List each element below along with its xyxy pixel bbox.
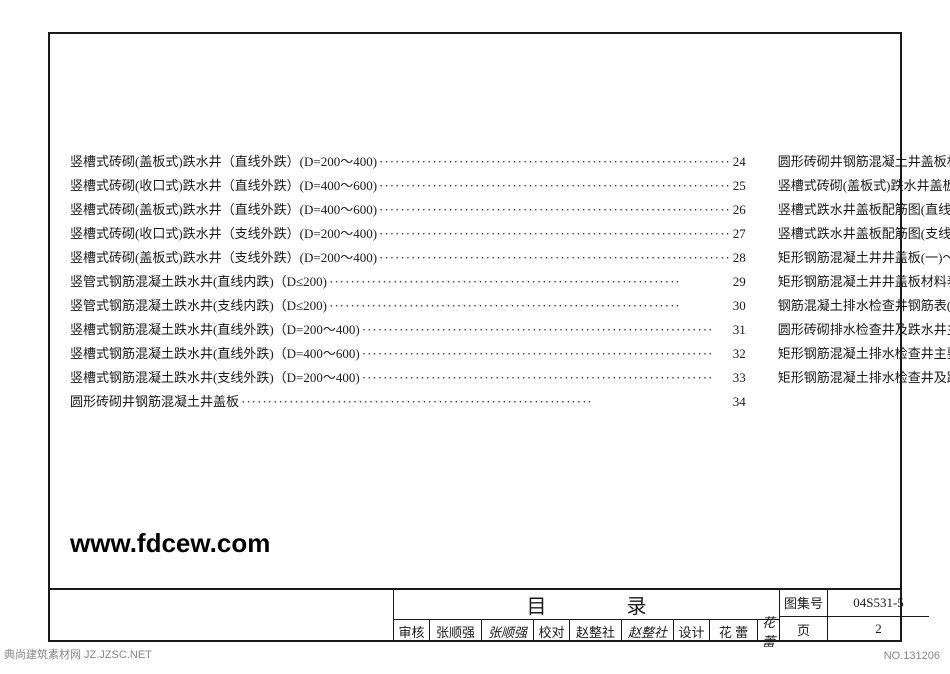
toc-label: 竖槽式钢筋混凝土跌水井(直线外跌)（D=400～600) — [70, 342, 360, 366]
toc-label: 圆形砖砌井钢筋混凝土井盖板材料表 — [778, 150, 950, 174]
toc-label: 竖槽式砖砌(盖板式)跌水井（直线外跌）(D=400～600) — [70, 198, 377, 222]
toc-page-number: 34 — [733, 390, 746, 414]
toc-label: 圆形砖砌井钢筋混凝土井盖板 — [70, 390, 239, 414]
toc-label: 矩形钢筋混凝土井井盖板(一)～(三) — [778, 246, 950, 270]
tuji-label: 图集号 — [780, 590, 828, 616]
toc-label: 钢筋混凝土排水检查井钢筋表(一)～(六) — [778, 294, 950, 318]
toc-leader-dots — [379, 150, 731, 174]
toc-row: 竖槽式砖砌(盖板式)跌水井（直线外跌）(D=400～600) 26 — [70, 198, 746, 222]
toc-row: 竖槽式砖砌(盖板式)跌水井盖板配筋图(直线外跌)(D=200～400)36 — [778, 174, 950, 198]
toc-page-number: 33 — [733, 366, 746, 390]
shenhe-signature: 张顺强 — [482, 620, 534, 642]
toc-label: 竖槽式砖砌(盖板式)跌水井（直线外跌）(D=200～400) — [70, 150, 377, 174]
toc-row: 竖槽式砖砌(收口式)跌水井（直线外跌）(D=400～600) 25 — [70, 174, 746, 198]
toc-label: 竖槽式砖砌(收口式)跌水井（支线外跌）(D=200～400) — [70, 222, 377, 246]
toc-row: 矩形钢筋混凝土井井盖板材料表(一)～(五)42～46 — [778, 270, 950, 294]
toc-leader-dots — [362, 342, 731, 366]
toc-leader-dots — [329, 294, 731, 318]
shenhe-label: 审核 — [394, 620, 430, 642]
shenhe-name: 张顺强 — [430, 620, 482, 642]
toc-row: 圆形砖砌排水检查井及跌水井主要材料表53 — [778, 318, 950, 342]
toc-row: 竖槽式钢筋混凝土跌水井(直线外跌)（D=400～600) 32 — [70, 342, 746, 366]
page-value: 2 — [828, 617, 929, 643]
toc-label: 竖槽式跌水井盖板配筋图(直线外跌)（D=400～600) — [778, 198, 950, 222]
title-block-center: 目录 审核 张顺强 张顺强 校对 赵整社 赵整社 设计 花 蕾 花蕾 — [394, 590, 779, 642]
toc-label: 矩形钢筋混凝土排水检查井主要材料表 — [778, 342, 950, 366]
toc-row: 竖管式钢筋混凝土跌水井(直线内跌)（D≤200) 29 — [70, 270, 746, 294]
toc-left-column: 竖槽式砖砌(盖板式)跌水井（直线外跌）(D=200～400)24竖槽式砖砌(收口… — [70, 150, 746, 415]
toc-row: 竖槽式跌水井盖板配筋图(支线外跌、直线外跌)(D=200～400)38 — [778, 222, 950, 246]
toc-row: 竖管式钢筋混凝土跌水井(支线内跌)（D≤200) 30 — [70, 294, 746, 318]
toc-row: 圆形砖砌井钢筋混凝土井盖板 34 — [70, 390, 746, 414]
toc-label: 竖槽式钢筋混凝土跌水井(支线外跌)（D=200～400) — [70, 366, 360, 390]
tuji-value: 04S531-5 — [828, 590, 929, 616]
toc-label: 竖槽式跌水井盖板配筋图(支线外跌、直线外跌)(D=200～400) — [778, 222, 950, 246]
jiaodui-signature: 赵整社 — [622, 620, 674, 642]
toc-page-number: 25 — [733, 174, 746, 198]
toc-page-number: 32 — [733, 342, 746, 366]
toc-label: 矩形钢筋混凝土井井盖板材料表(一)～(五) — [778, 270, 950, 294]
toc-row: 矩形钢筋混凝土井井盖板(一)～(三)39～41 — [778, 246, 950, 270]
toc-row: 竖槽式砖砌(盖板式)跌水井（直线外跌）(D=200～400) 24 — [70, 150, 746, 174]
toc-page-number: 24 — [733, 150, 746, 174]
footer-left-text: 典尚建筑素材网 JZ.JZSC.NET — [4, 646, 152, 662]
toc-label: 竖槽式砖砌(盖板式)跌水井（支线外跌）(D=200～400) — [70, 246, 377, 270]
title-block-left-spacer — [48, 590, 394, 642]
toc-leader-dots — [379, 174, 731, 198]
toc-leader-dots — [379, 246, 731, 270]
toc-row: 矩形钢筋混凝土排水检查井主要材料表54 — [778, 342, 950, 366]
toc-page-number: 31 — [733, 318, 746, 342]
toc-leader-dots — [329, 270, 731, 294]
toc-row: 竖槽式钢筋混凝土跌水井(直线外跌)（D=200～400) 31 — [70, 318, 746, 342]
sheji-name: 花 蕾 — [710, 620, 758, 642]
toc-label: 圆形砖砌排水检查井及跌水井主要材料表 — [778, 318, 950, 342]
title-block-right: 图集号 04S531-5 页 2 — [779, 590, 929, 642]
toc-page-number: 29 — [733, 270, 746, 294]
toc-label: 竖管式钢筋混凝土跌水井(直线内跌)（D≤200) — [70, 270, 327, 294]
page-label: 页 — [780, 617, 828, 643]
toc-leader-dots — [362, 318, 731, 342]
toc-page-number: 27 — [733, 222, 746, 246]
toc-row: 竖槽式砖砌(收口式)跌水井（支线外跌）(D=200～400) 27 — [70, 222, 746, 246]
toc-label: 竖管式钢筋混凝土跌水井(支线内跌)（D≤200) — [70, 294, 327, 318]
watermark-text: www.fdcew.com — [70, 528, 270, 559]
sheji-signature: 花蕾 — [758, 620, 779, 642]
toc-leader-dots — [362, 366, 731, 390]
toc-page-number: 28 — [733, 246, 746, 270]
toc-row: 竖槽式钢筋混凝土跌水井(支线外跌)（D=200～400) 33 — [70, 366, 746, 390]
toc-page-number: 26 — [733, 198, 746, 222]
document-title: 目录 — [394, 590, 779, 620]
toc-label: 矩形钢筋混凝土排水检查井及跌水井主要材料表 — [778, 366, 950, 390]
toc-label: 竖槽式砖砌(盖板式)跌水井盖板配筋图(直线外跌)(D=200～400) — [778, 174, 950, 198]
toc-row: 矩形钢筋混凝土排水检查井及跌水井主要材料表55 — [778, 366, 950, 390]
jiaodui-label: 校对 — [534, 620, 570, 642]
toc-leader-dots — [379, 222, 731, 246]
toc-label: 竖槽式砖砌(收口式)跌水井（直线外跌）(D=400～600) — [70, 174, 377, 198]
toc-row: 竖槽式砖砌(盖板式)跌水井（支线外跌）(D=200～400) 28 — [70, 246, 746, 270]
jiaodui-name: 赵整社 — [570, 620, 622, 642]
toc-content: 竖槽式砖砌(盖板式)跌水井（直线外跌）(D=200～400)24竖槽式砖砌(收口… — [70, 150, 880, 415]
toc-right-column: 圆形砖砌井钢筋混凝土井盖板材料表35竖槽式砖砌(盖板式)跌水井盖板配筋图(直线外… — [778, 150, 950, 415]
toc-row: 钢筋混凝土排水检查井钢筋表(一)～(六)47～52 — [778, 294, 950, 318]
toc-page-number: 30 — [733, 294, 746, 318]
footer-right-text: NO.131206 — [884, 650, 940, 662]
title-block: 目录 审核 张顺强 张顺强 校对 赵整社 赵整社 设计 花 蕾 花蕾 图集号 0… — [48, 588, 902, 642]
toc-row: 圆形砖砌井钢筋混凝土井盖板材料表35 — [778, 150, 950, 174]
sheji-label: 设计 — [674, 620, 710, 642]
toc-leader-dots — [379, 198, 731, 222]
toc-leader-dots — [241, 390, 731, 414]
toc-row: 竖槽式跌水井盖板配筋图(直线外跌)（D=400～600)37 — [778, 198, 950, 222]
toc-label: 竖槽式钢筋混凝土跌水井(直线外跌)（D=200～400) — [70, 318, 360, 342]
signature-row: 审核 张顺强 张顺强 校对 赵整社 赵整社 设计 花 蕾 花蕾 — [394, 620, 779, 642]
